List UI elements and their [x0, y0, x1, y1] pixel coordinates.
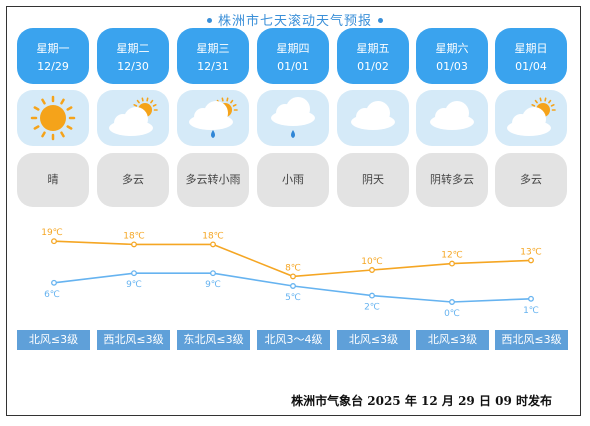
day-header: 星期日 01/04: [495, 28, 567, 84]
low-temp-label: 6℃: [44, 290, 60, 300]
wind-label: 西北风≤3级: [495, 330, 568, 350]
low-temp-label: 2℃: [364, 303, 380, 313]
low-temp-label: 1℃: [523, 306, 539, 316]
date-label: 12/29: [37, 60, 69, 73]
weekday-label: 星期三: [196, 42, 230, 55]
high-temp-point: [449, 260, 455, 267]
condition-label: 多云: [97, 153, 169, 207]
overcast-icon: [416, 90, 488, 146]
title-text: 株洲市七天滚动天气预报: [217, 14, 372, 29]
weekday-label: 星期六: [435, 42, 469, 55]
low-temp-label: 5℃: [285, 293, 301, 303]
high-temp-point: [131, 241, 137, 248]
sun-glyph: [30, 95, 76, 141]
wind-label: 北风≤3级: [416, 330, 489, 350]
high-temp-label: 10℃: [361, 257, 383, 267]
low-temp-point: [449, 299, 455, 305]
day-header: 星期四 01/01: [257, 28, 329, 84]
wind-label: 东北风≤3级: [177, 330, 250, 350]
high-temp-point: [290, 273, 296, 280]
low-temp-point: [528, 295, 534, 302]
date-label: 01/03: [436, 60, 468, 73]
weekday-label: 星期日: [514, 42, 548, 55]
title-dot-right: [378, 17, 383, 23]
high-temp-label: 19℃: [41, 228, 63, 238]
low-temp-label: 0℃: [444, 309, 460, 319]
weekday-label: 星期五: [356, 42, 390, 55]
wind-label: 北风3～4级: [257, 330, 330, 350]
condition-label: 阴转多云: [416, 153, 488, 207]
day-header: 星期五 01/02: [337, 28, 409, 84]
partly-cloudy-rain-icon: [177, 90, 249, 146]
day-header: 星期一 12/29: [17, 28, 89, 84]
low-temp-point: [51, 279, 57, 286]
date-label: 12/30: [117, 60, 149, 73]
day-header: 星期二 12/30: [97, 28, 169, 84]
high-temp-point: [51, 238, 57, 245]
date-label: 12/31: [197, 60, 229, 73]
condition-label: 多云: [495, 153, 567, 207]
low-temp-point: [131, 270, 137, 277]
wind-label: 北风≤3级: [337, 330, 410, 350]
date-label: 01/02: [357, 60, 389, 73]
low-temp-point: [210, 270, 216, 277]
light-rain-icon: [257, 90, 329, 146]
condition-label: 晴: [17, 153, 89, 207]
low-temp-point: [290, 283, 296, 289]
sun-icon: [17, 90, 89, 146]
partly-cloudy-icon: [97, 90, 169, 146]
day-header: 星期三 12/31: [177, 28, 249, 84]
high-temp-label: 18℃: [202, 231, 224, 241]
date-label: 01/04: [515, 60, 547, 73]
issue-footer: 株洲市气象台 2025 年 12 月 29 日 09 时发布: [291, 394, 552, 408]
high-temp-label: 12℃: [441, 251, 463, 261]
low-temp-label: 9℃: [126, 280, 142, 290]
high-temp-point: [528, 257, 534, 264]
date-label: 01/01: [277, 60, 309, 73]
high-temp-point: [369, 267, 375, 273]
condition-label: 阴天: [337, 153, 409, 207]
weekday-label: 星期二: [116, 42, 150, 55]
day-header: 星期六 01/03: [416, 28, 488, 84]
low-temp-label: 9℃: [205, 280, 221, 290]
condition-label: 小雨: [257, 153, 329, 207]
page-title: 株洲市七天滚动天气预报: [0, 10, 590, 29]
title-dot-left: [206, 17, 212, 23]
weekday-label: 星期四: [276, 42, 310, 55]
high-temp-label: 8℃: [285, 263, 301, 273]
partly-cloudy-icon: [495, 90, 567, 146]
high-temp-point: [210, 241, 216, 248]
high-temp-label: 18℃: [123, 231, 145, 241]
low-temp-point: [369, 292, 375, 299]
condition-label: 多云转小雨: [177, 153, 249, 207]
wind-label: 北风≤3级: [17, 330, 90, 350]
overcast-icon: [337, 90, 409, 146]
wind-label: 西北风≤3级: [97, 330, 170, 350]
high-temp-label: 13℃: [520, 247, 542, 257]
weekday-label: 星期一: [36, 42, 70, 55]
